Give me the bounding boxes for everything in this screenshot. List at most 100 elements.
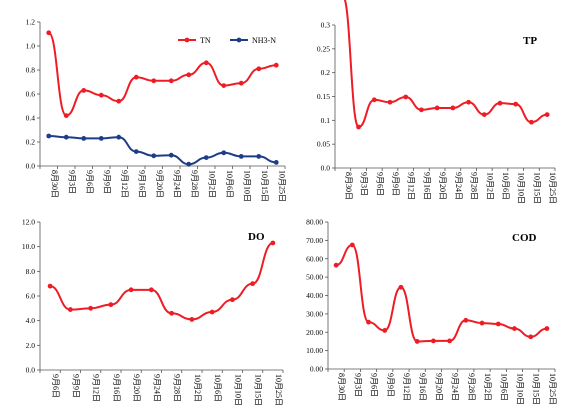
y-tick-label: 0.00 xyxy=(310,365,323,374)
data-point xyxy=(46,133,52,139)
data-point xyxy=(250,281,256,287)
legend-label: TN xyxy=(200,36,211,45)
data-point xyxy=(544,112,550,118)
x-tick-label: 9月16日 xyxy=(418,373,427,401)
x-tick-label: 10月15日 xyxy=(532,373,541,405)
data-point xyxy=(430,338,436,344)
x-tick-label: 9月6日 xyxy=(370,373,379,397)
x-tick-label: 9月28日 xyxy=(190,170,199,198)
x-tick-label: 9月9日 xyxy=(386,373,395,397)
data-point xyxy=(371,97,377,103)
data-point xyxy=(481,112,487,118)
data-point xyxy=(189,317,195,322)
x-tick-label: 9月20日 xyxy=(132,374,141,402)
chart-2: 0.0 0.05 0.1 0.15 0.2 0.25 0.3 8月30日 9月3日 9月6日 9月9… xyxy=(317,0,557,204)
data-point xyxy=(98,136,104,141)
data-point xyxy=(544,326,550,331)
data-point xyxy=(466,99,471,105)
y-tick-label: 0.3 xyxy=(321,21,331,30)
x-tick-label: 10月25日 xyxy=(548,172,557,204)
x-tick-label: 10月6日 xyxy=(225,170,234,198)
x-tick-label: 10月25日 xyxy=(277,170,286,202)
x-tick-label: 9月20日 xyxy=(438,172,447,200)
x-tick-label: 10月10日 xyxy=(515,373,524,405)
x-tick-label: 9月20日 xyxy=(155,170,164,198)
x-tick-label: 10月2日 xyxy=(485,172,494,200)
x-tick-label: 9月16日 xyxy=(137,170,146,198)
x-tick-label: 8月30日 xyxy=(337,373,346,401)
x-tick-label: 9月28日 xyxy=(470,172,479,200)
data-point xyxy=(88,305,94,311)
y-tick-label: 1.2 xyxy=(26,18,36,27)
x-tick-label: 9月12日 xyxy=(402,373,411,401)
data-point xyxy=(398,284,404,290)
y-tick-label: 0.4 xyxy=(26,114,36,123)
y-tick-label: 0.2 xyxy=(26,138,36,147)
data-point xyxy=(221,150,227,156)
x-tick-label: 9月9日 xyxy=(71,374,80,398)
y-tick-label: 70.00 xyxy=(306,236,323,245)
x-tick-label: 9月3日 xyxy=(353,373,362,397)
data-point xyxy=(47,283,53,289)
y-tick-label: 0.0 xyxy=(26,366,36,375)
chart-3: 0.0 2.0 4.0 6.0 8.0 10.0 12.0 9月6日 9月9日 9月12日 9月16… xyxy=(22,218,284,406)
x-tick-label: 9月24日 xyxy=(172,170,181,198)
data-point xyxy=(108,302,114,308)
y-tick-label: 0.15 xyxy=(317,92,330,101)
data-point xyxy=(414,339,420,344)
data-point xyxy=(447,338,453,344)
y-tick-label: 4.0 xyxy=(26,316,36,325)
y-tick-label: 0.05 xyxy=(317,140,330,149)
y-tick-label: 20.00 xyxy=(306,328,323,337)
legend-marker xyxy=(236,37,242,43)
y-tick-label: 10.0 xyxy=(22,242,35,251)
x-tick-label: 10月10日 xyxy=(233,374,242,406)
data-point xyxy=(512,326,517,331)
x-tick-label: 9月24日 xyxy=(454,172,463,200)
data-point xyxy=(273,160,279,165)
y-tick-label: 1.0 xyxy=(26,42,36,51)
y-tick-label: 0.0 xyxy=(321,164,331,173)
data-point xyxy=(256,66,262,72)
data-point xyxy=(221,83,227,88)
x-tick-label: 9月12日 xyxy=(407,172,416,200)
data-point xyxy=(46,30,52,36)
x-tick-label: 10月25日 xyxy=(274,374,283,406)
data-point xyxy=(513,101,519,107)
data-point xyxy=(529,119,534,125)
x-tick-label: 10月25日 xyxy=(548,373,557,405)
x-tick-label: 10月2日 xyxy=(483,373,492,401)
x-tick-label: 9月28日 xyxy=(173,374,182,402)
y-tick-label: 80.00 xyxy=(306,218,323,227)
chart-title: TP xyxy=(523,35,537,47)
data-point xyxy=(434,105,440,111)
y-tick-label: 0.1 xyxy=(321,116,331,125)
x-tick-label: 9月16日 xyxy=(112,374,121,402)
x-tick-label: 9月6日 xyxy=(85,170,94,194)
x-tick-label: 9月16日 xyxy=(422,172,431,200)
chart-4: 0.00 10.00 20.00 30.00 40.00 50.00 60.00 70.00 8… xyxy=(306,218,557,406)
data-point xyxy=(349,242,355,248)
data-point xyxy=(98,92,104,98)
data-point xyxy=(356,124,361,130)
x-tick-label: 8月30日 xyxy=(344,172,353,200)
data-point xyxy=(168,78,174,84)
data-point xyxy=(151,153,157,159)
x-tick-label: 9月28日 xyxy=(467,373,476,401)
data-point xyxy=(366,319,371,325)
data-point xyxy=(203,60,209,66)
data-point xyxy=(495,321,501,327)
x-tick-label: 9月12日 xyxy=(120,170,129,198)
data-point xyxy=(148,287,154,293)
x-tick-label: 10月10日 xyxy=(242,170,251,202)
y-tick-label: 0.0 xyxy=(26,162,36,171)
data-point xyxy=(67,307,73,312)
data-point xyxy=(168,152,174,158)
data-point xyxy=(116,98,122,104)
data-point xyxy=(238,80,244,86)
data-point xyxy=(333,262,339,268)
y-tick-label: 60.00 xyxy=(306,254,323,263)
x-tick-label: 10月6日 xyxy=(213,374,222,402)
x-tick-label: 9月24日 xyxy=(451,373,460,401)
data-point xyxy=(419,107,424,113)
